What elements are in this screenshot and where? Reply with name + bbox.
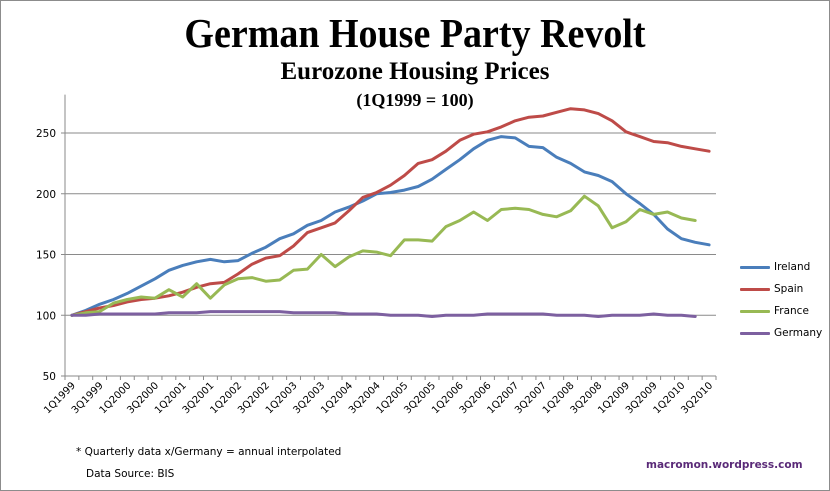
series-line-spain <box>70 107 711 317</box>
legend-swatch <box>740 331 770 335</box>
legend-swatch <box>740 287 770 291</box>
watermark: macromon.wordpress.com <box>646 459 803 471</box>
y-tick-label: 100 <box>36 310 56 322</box>
y-axis: 50 100 150 200 250 <box>36 94 66 383</box>
y-tick-label: 150 <box>36 250 56 262</box>
footnote-interpolation: * Quarterly data x/Germany = annual inte… <box>76 446 342 458</box>
chart-subtitle: Eurozone Housing Prices <box>280 58 550 85</box>
legend-item-germany: Germany <box>740 327 822 339</box>
x-axis: 1Q19993Q19991Q20003Q20001Q20013Q20011Q20… <box>42 375 717 416</box>
legend-label: Spain <box>774 283 804 295</box>
legend-item-ireland: Ireland <box>740 261 810 273</box>
series-line-germany <box>70 310 697 318</box>
legend-label: Germany <box>774 327 823 339</box>
legend-label: France <box>774 305 809 317</box>
legend-item-france: France <box>740 305 809 317</box>
legend-label: Ireland <box>774 261 811 273</box>
series-lines <box>70 107 711 318</box>
y-tick-label: 50 <box>43 371 56 383</box>
y-tick-label: 200 <box>36 189 56 201</box>
chart-base-note: (1Q1999 = 100) <box>356 90 474 110</box>
footnote-source: Data Source: BIS <box>86 468 175 480</box>
legend-swatch <box>740 309 770 313</box>
legend-item-spain: Spain <box>740 283 803 295</box>
chart-title: German House Party Revolt <box>184 11 646 57</box>
legend-swatch <box>740 265 770 269</box>
y-tick-label: 250 <box>36 128 56 140</box>
series-line-france <box>70 194 697 317</box>
